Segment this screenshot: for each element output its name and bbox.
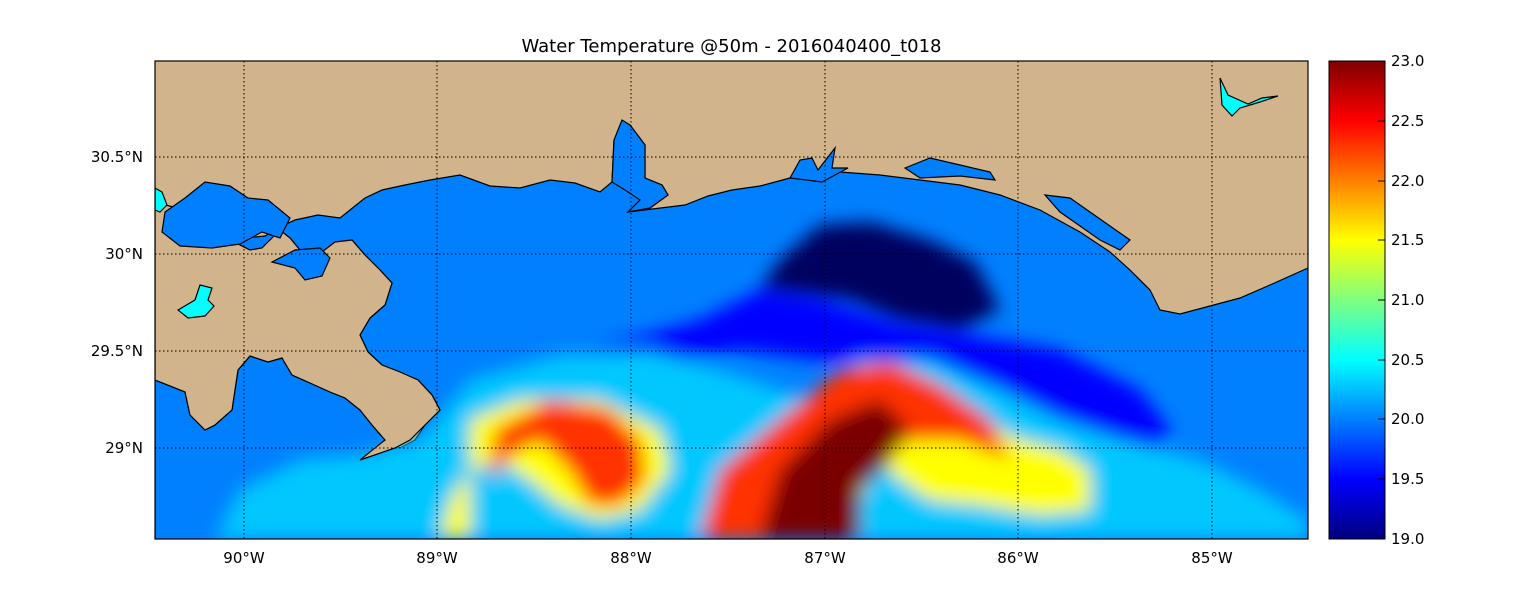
- lake-borgne: [270, 247, 331, 281]
- colorbar-tick-label: 20.5: [1391, 351, 1424, 369]
- temperature-field: [215, 222, 1308, 539]
- y-tick-label: 29°N: [105, 439, 143, 457]
- colorbar-tick-label: 21.5: [1391, 231, 1424, 249]
- x-tick-label: 90°W: [223, 549, 265, 567]
- pensacola-bay: [789, 145, 849, 183]
- x-tick-label: 88°W: [610, 549, 652, 567]
- colorbar-tick-label: 22.0: [1391, 172, 1424, 190]
- colorbar-tick-label: 20.0: [1391, 410, 1424, 428]
- lake-corner: [155, 187, 168, 213]
- colorbar: [1328, 60, 1386, 540]
- mississippi-delta: [155, 199, 441, 461]
- choctawhatchee-bay: [903, 157, 997, 181]
- lake-northeast: [1219, 77, 1279, 117]
- y-tick-label: 30.5°N: [91, 148, 143, 166]
- colorbar-tick-label: 19.5: [1391, 470, 1424, 488]
- lake-west: [176, 284, 215, 319]
- x-tick-label: 89°W: [416, 549, 458, 567]
- y-tick-label: 30°N: [105, 245, 143, 263]
- colorbar-tick-label: 19.0: [1391, 530, 1424, 548]
- colorbar-tick-label: 23.0: [1391, 52, 1424, 70]
- map-frame: [154, 60, 1309, 540]
- colorbar-ticks: [1378, 60, 1385, 540]
- mobile-bay: [611, 119, 669, 213]
- colorbar-tick-label: 21.0: [1391, 291, 1424, 309]
- y-tick-label: 29.5°N: [91, 342, 143, 360]
- lake-pontchartrain: [161, 181, 291, 249]
- map-grid: [155, 61, 1308, 539]
- map-title: Water Temperature @50m - 2016040400_t018: [521, 36, 942, 57]
- x-tick-label: 86°W: [997, 549, 1039, 567]
- x-tick-label: 87°W: [804, 549, 846, 567]
- colorbar-tick-label: 22.5: [1391, 112, 1424, 130]
- st-andrew-bay: [1043, 194, 1131, 251]
- x-tick-label: 85°W: [1191, 549, 1233, 567]
